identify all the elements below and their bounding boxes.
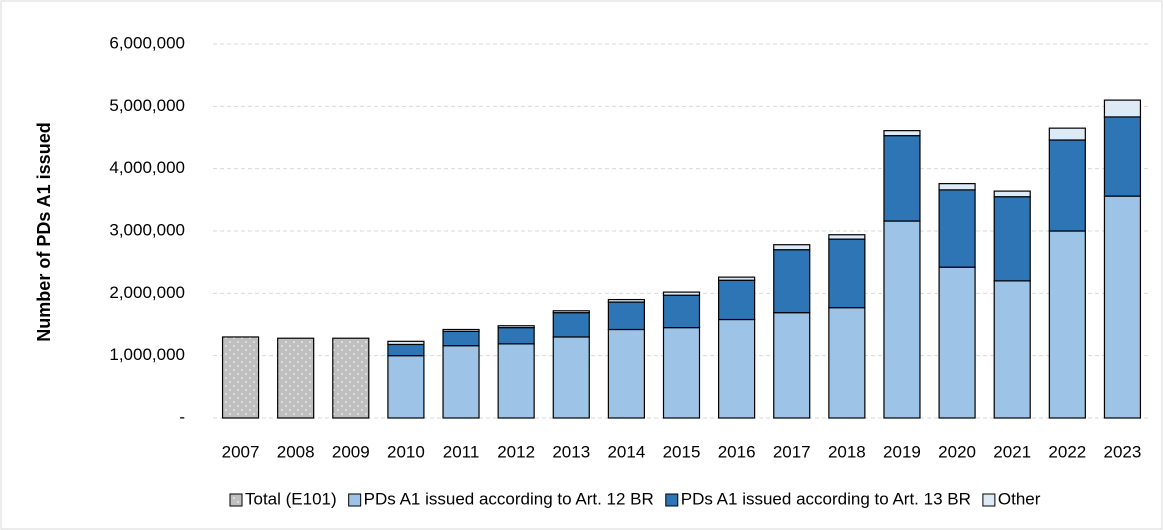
bar-segment (497, 343, 535, 419)
x-tick-label: 2021 (993, 442, 1031, 461)
bar-segment (497, 325, 535, 329)
y-tick-label: 4,000,000 (109, 158, 185, 177)
y-tick-label: 5,000,000 (109, 96, 185, 115)
bar-segment (1103, 116, 1142, 197)
bar-segment (1103, 99, 1142, 118)
legend-swatch (229, 493, 243, 507)
bar-segment (883, 135, 921, 222)
bar-segment (773, 312, 811, 419)
legend-label: PDs A1 issued according to Art. 13 BR (681, 489, 971, 508)
x-tick-label: 2018 (828, 442, 866, 461)
bar-segment (662, 291, 701, 296)
bar-segment (1103, 195, 1142, 419)
bar-segment (662, 294, 701, 329)
x-tick-label: 2007 (222, 442, 260, 461)
bar-segment (938, 183, 976, 191)
x-tick-label: 2023 (1104, 442, 1142, 461)
x-tick-label: 2012 (497, 442, 535, 461)
bar-segment (497, 327, 535, 345)
bar-segment (993, 280, 1031, 419)
bar-segment (718, 318, 756, 419)
x-tick-label: 2015 (663, 442, 701, 461)
x-tick-label: 2008 (277, 442, 315, 461)
x-tick-label: 2022 (1048, 442, 1086, 461)
x-tick-label: 2016 (718, 442, 756, 461)
bar-segment (607, 328, 645, 419)
bar-segment (607, 301, 645, 331)
bar-segment (442, 328, 480, 332)
bar-segment (1048, 230, 1086, 419)
y-tick-label: - (179, 407, 185, 426)
bar-segment (718, 279, 756, 321)
bar-segment (442, 330, 480, 347)
x-tick-label: 2017 (773, 442, 811, 461)
bar-segment (828, 307, 866, 419)
bar-segment (387, 340, 425, 346)
bar-segment (1048, 139, 1086, 232)
bar-segment (993, 190, 1031, 198)
bar-segment (442, 345, 480, 419)
legend-swatch (348, 493, 362, 507)
bar-segment (552, 310, 590, 314)
bar-segment (552, 312, 590, 338)
y-tick-label: 6,000,000 (109, 33, 185, 52)
y-axis-title: Number of PDs A1 issued (34, 122, 54, 341)
y-tick-label: 1,000,000 (109, 345, 185, 364)
x-tick-label: 2014 (607, 442, 645, 461)
legend-swatch (982, 493, 996, 507)
bar-segment (332, 337, 370, 419)
y-tick-label: 2,000,000 (109, 283, 185, 302)
bar-segment (883, 130, 921, 137)
bar-segment (387, 343, 425, 357)
bar-segment (387, 355, 425, 419)
legend-label: Total (E101) (245, 489, 337, 508)
legend-label: PDs A1 issued according to Art. 12 BR (364, 489, 654, 508)
bar-segment (1048, 127, 1086, 141)
bar-segment (993, 196, 1031, 282)
x-tick-label: 2009 (332, 442, 370, 461)
bar-segment (607, 298, 645, 303)
bar-segment (718, 276, 756, 281)
legend-swatch (665, 493, 679, 507)
bar-segment (773, 249, 811, 314)
bar-segment (662, 327, 701, 419)
legend-label: Other (998, 489, 1041, 508)
x-tick-label: 2010 (387, 442, 425, 461)
bar-segment (938, 189, 976, 268)
y-tick-label: 3,000,000 (109, 220, 185, 239)
bar-segment (773, 244, 811, 251)
bar-segment (277, 337, 315, 419)
x-tick-label: 2020 (938, 442, 976, 461)
bar-segment (883, 220, 921, 419)
x-tick-label: 2019 (883, 442, 921, 461)
bar-segment (221, 336, 260, 419)
bar-segment (938, 266, 976, 419)
x-tick-label: 2013 (552, 442, 590, 461)
bar-segment (828, 234, 866, 240)
bar-segment (828, 238, 866, 309)
bar-segment (552, 336, 590, 419)
x-tick-label: 2011 (443, 442, 480, 461)
